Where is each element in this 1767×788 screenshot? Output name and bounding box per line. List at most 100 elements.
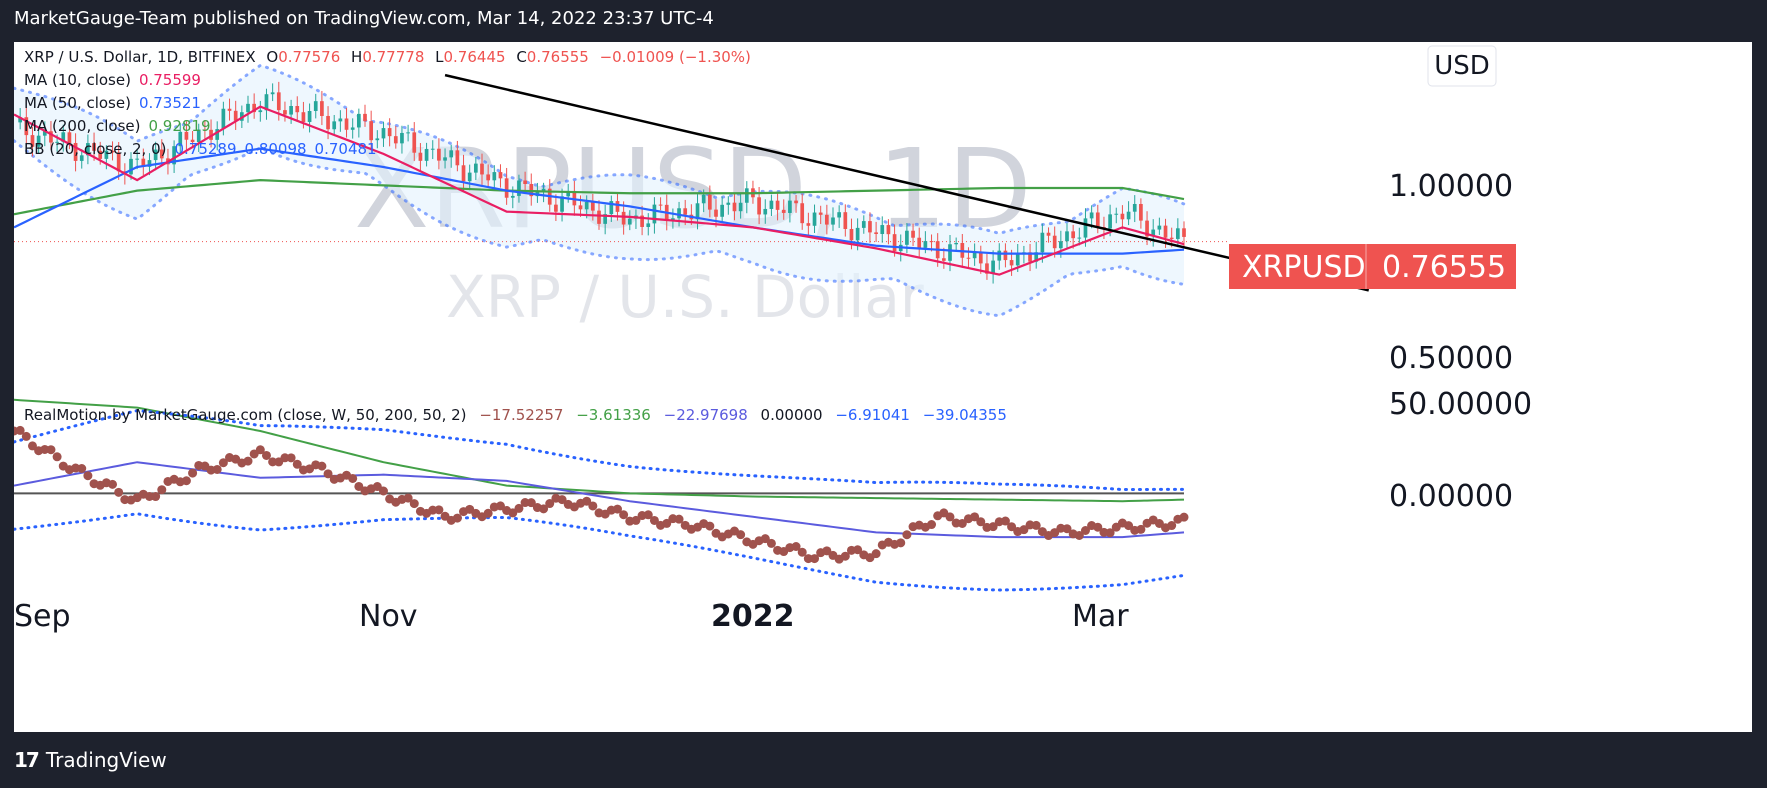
candle-body — [1108, 214, 1112, 229]
candle-body — [246, 103, 250, 113]
candle-body — [36, 135, 41, 147]
candle-body — [289, 106, 293, 115]
candle-body — [874, 232, 878, 235]
legend-c: 0.76555 — [527, 48, 589, 66]
rm-dot — [557, 495, 567, 505]
bb-upper-band — [14, 63, 1186, 235]
candle-body — [1028, 252, 1032, 262]
candle-body — [578, 205, 583, 210]
rm-dot — [1136, 524, 1146, 534]
rm-dot — [810, 554, 820, 564]
candle-body — [1083, 218, 1088, 238]
candle-body — [233, 110, 238, 121]
trendline — [444, 73, 1370, 292]
x-tick-2022: 2022 — [711, 599, 795, 634]
rm-dot — [52, 452, 62, 462]
rm-dot — [822, 546, 832, 556]
candle-body — [929, 241, 934, 243]
tradingview-footer[interactable]: 17 TradingView — [14, 748, 167, 772]
rm-dot — [896, 538, 906, 548]
currency-button[interactable]: USD — [1427, 45, 1497, 87]
candle-body — [381, 128, 386, 139]
candle-body — [763, 208, 768, 215]
candle-body — [1175, 228, 1180, 239]
rm-dot — [21, 431, 31, 441]
candle-body — [110, 150, 115, 153]
rm-dot — [1000, 516, 1010, 526]
rm-dot — [378, 486, 388, 496]
candle-body — [184, 131, 189, 140]
candle-body — [1126, 211, 1131, 220]
candle-body — [1163, 225, 1168, 238]
candle-body — [276, 92, 281, 111]
candle-body — [258, 110, 263, 113]
x-tick-sep: Sep — [14, 599, 71, 634]
candle-body — [1139, 203, 1143, 221]
chart-svg[interactable]: XRPUSD, 1D XRP / U.S. Dollar XRP / U.S. … — [14, 42, 1752, 732]
rm-dot — [243, 456, 253, 466]
candle-body — [443, 157, 447, 161]
candle-body — [677, 208, 681, 219]
rm-dot — [157, 485, 167, 495]
candle-body — [597, 210, 601, 224]
rm-dot — [323, 469, 333, 479]
candle-body — [338, 118, 343, 122]
candle-body — [320, 101, 324, 116]
rm-dot — [27, 441, 37, 451]
candle-body — [1046, 232, 1051, 236]
candle-body — [449, 150, 454, 158]
price-tag-price: 0.76555 — [1382, 250, 1506, 285]
rm-dot — [970, 512, 980, 522]
realmotion-legend: RealMotion by MarketGauge.com (close, W,… — [24, 406, 1007, 424]
candle-body — [1034, 252, 1039, 262]
candle-body — [744, 188, 749, 203]
rm-dot — [927, 520, 937, 530]
rm-dot — [631, 515, 641, 525]
rm-dot — [452, 513, 462, 523]
candle-body — [732, 202, 737, 212]
candle-body — [554, 204, 558, 212]
candle-body — [30, 135, 35, 147]
rm-dot — [662, 518, 672, 528]
candle-body — [757, 197, 761, 215]
candle-body — [92, 143, 96, 151]
candle-body — [868, 221, 872, 233]
legend-change: −0.01009 (−1.30%) — [600, 48, 751, 66]
rm-dot — [736, 530, 746, 540]
rm-dot — [539, 504, 549, 514]
candle-body — [24, 117, 29, 136]
candle-body — [295, 106, 300, 113]
svg-text:MA (50, close)0.73521: MA (50, close) 0.73521 — [24, 94, 201, 112]
candle-body — [356, 113, 361, 128]
rm-dot — [151, 492, 161, 502]
candle-body — [363, 113, 367, 122]
rm-dot — [1105, 528, 1115, 538]
legend-ma200-label: MA (200, close) — [24, 117, 140, 135]
rm-dot — [77, 464, 87, 474]
candle-body — [1095, 212, 1100, 228]
candle-body — [837, 212, 842, 218]
candle-body — [831, 217, 835, 225]
candle-body — [307, 110, 312, 122]
candle-body — [461, 165, 466, 182]
rm-dot — [483, 508, 493, 518]
bb-lower-band — [14, 139, 1186, 318]
candle-body — [1169, 237, 1174, 239]
candle-body — [49, 131, 53, 143]
rm-dot — [957, 518, 967, 528]
legend-ma50-label: MA (50, close) — [24, 94, 131, 112]
rm-dot — [1167, 521, 1177, 531]
candle-body — [480, 163, 484, 175]
chart-panel[interactable]: XRPUSD, 1D XRP / U.S. Dollar XRP / U.S. … — [14, 42, 1752, 732]
rm-dot — [255, 445, 265, 455]
candle-body — [781, 209, 786, 213]
candle-body — [966, 257, 971, 259]
candle-body — [818, 212, 823, 215]
rm-dot — [218, 458, 228, 468]
candle-body — [437, 148, 441, 161]
candle-body — [387, 128, 392, 137]
candle-body — [886, 225, 891, 235]
candle-body — [159, 149, 164, 159]
candle-body — [806, 223, 811, 226]
candle-body — [812, 212, 817, 226]
